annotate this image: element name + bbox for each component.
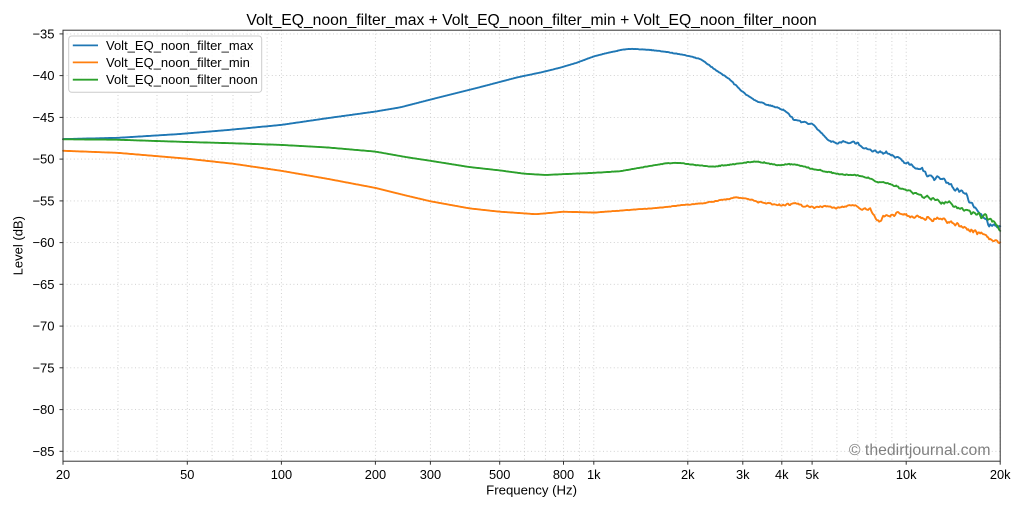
svg-text:−60: −60 [32,235,54,250]
svg-text:−75: −75 [32,360,54,375]
svg-text:−70: −70 [32,319,54,334]
svg-text:1k: 1k [587,467,601,482]
svg-text:© thedirtjournal.com: © thedirtjournal.com [849,442,991,459]
svg-text:500: 500 [489,467,510,482]
svg-text:10k: 10k [896,467,917,482]
svg-text:Level (dB): Level (dB) [10,216,25,275]
svg-text:−50: −50 [32,152,54,167]
svg-text:200: 200 [365,467,386,482]
svg-text:−45: −45 [32,110,54,125]
svg-text:Volt_EQ_noon_filter_max: Volt_EQ_noon_filter_max [106,38,254,53]
svg-text:20: 20 [56,467,70,482]
svg-text:Volt_EQ_noon_filter_min: Volt_EQ_noon_filter_min [106,55,250,70]
svg-text:100: 100 [271,467,292,482]
svg-text:Frequency (Hz): Frequency (Hz) [486,483,577,498]
svg-text:−40: −40 [32,68,54,83]
svg-text:5k: 5k [805,467,819,482]
svg-text:4k: 4k [775,467,789,482]
svg-text:Volt_EQ_noon_filter_max + Volt: Volt_EQ_noon_filter_max + Volt_EQ_noon_f… [246,12,816,29]
svg-text:−80: −80 [32,402,54,417]
svg-text:50: 50 [180,467,194,482]
svg-text:−35: −35 [32,26,54,41]
svg-text:2k: 2k [681,467,695,482]
svg-text:3k: 3k [736,467,750,482]
svg-text:800: 800 [553,467,574,482]
svg-text:−65: −65 [32,277,54,292]
svg-text:300: 300 [420,467,441,482]
svg-text:Volt_EQ_noon_filter_noon: Volt_EQ_noon_filter_noon [106,72,258,87]
svg-text:−85: −85 [32,444,54,459]
svg-text:20k: 20k [990,467,1011,482]
svg-text:−55: −55 [32,193,54,208]
